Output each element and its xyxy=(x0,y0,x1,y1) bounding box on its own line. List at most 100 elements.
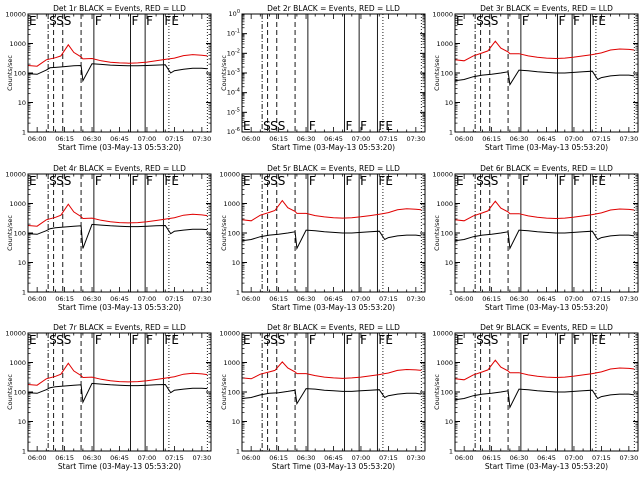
series-line-lld xyxy=(241,199,422,222)
y-axis-title: Counts/sec xyxy=(220,55,228,91)
y-tick-label: 10 xyxy=(445,99,453,107)
x-axis-title: Start Time (03-May-13 05:53:20) xyxy=(58,462,181,471)
x-tick-label: 07:30 xyxy=(192,295,211,303)
y-tick-label: 1 xyxy=(449,448,453,456)
panel-title: Det 3r BLACK = Events, RED = LLD xyxy=(480,4,613,13)
y-tick-label: 100 xyxy=(441,230,453,238)
y-tick-label: 1 xyxy=(236,289,240,297)
y-tick-label: 10 xyxy=(18,99,26,107)
marker-label: E xyxy=(243,119,251,133)
marker-label: S xyxy=(278,174,286,188)
x-tick-label: 06:00 xyxy=(242,454,261,462)
y-tick-label: 100 xyxy=(441,70,453,78)
x-tick-label: 06:45 xyxy=(537,454,556,462)
marker-label: F xyxy=(573,174,580,188)
marker-label: S xyxy=(270,174,278,188)
y-tick-label: 10-3 xyxy=(227,68,240,77)
marker-label: S xyxy=(263,119,271,133)
y-axis-title: Counts/sec xyxy=(6,55,14,91)
x-tick-label: 07:00 xyxy=(138,295,157,303)
panel-title: Det 1r BLACK = Events, RED = LLD xyxy=(53,4,186,13)
y-tick-label: 100 xyxy=(14,70,26,78)
marker-label: F xyxy=(164,333,171,347)
marker-label: F xyxy=(573,14,580,28)
marker-label: S xyxy=(64,333,72,347)
y-tick-label: 100 xyxy=(229,9,240,18)
marker-label: E xyxy=(456,14,464,28)
y-tick-label: 1000 xyxy=(436,359,453,367)
x-tick-label: 06:30 xyxy=(510,135,529,143)
marker-label: S xyxy=(491,14,499,28)
series-line-lld xyxy=(454,359,635,381)
y-tick-label: 1 xyxy=(22,448,26,456)
marker-label: S xyxy=(56,14,64,28)
series-line-events xyxy=(454,69,635,87)
marker-label: S xyxy=(64,14,72,28)
x-tick-label: 06:30 xyxy=(297,454,316,462)
y-tick-label: 100 xyxy=(441,389,453,397)
marker-label: F xyxy=(591,174,598,188)
x-axis-title: Start Time (03-May-13 05:53:20) xyxy=(272,462,395,471)
series-line-events xyxy=(454,388,635,410)
marker-label: S xyxy=(476,14,484,28)
marker-label: E xyxy=(456,174,464,188)
x-tick-label: 07:15 xyxy=(165,135,184,143)
y-tick-label: 1 xyxy=(236,448,240,456)
panel-title: Det 5r BLACK = Events, RED = LLD xyxy=(267,164,400,173)
x-tick-label: 06:30 xyxy=(83,135,102,143)
x-tick-label: 07:15 xyxy=(165,454,184,462)
x-tick-label: 07:15 xyxy=(165,295,184,303)
y-tick-label: 10 xyxy=(18,259,26,267)
marker-label: F xyxy=(131,333,138,347)
y-tick-label: 10-5 xyxy=(227,107,240,116)
marker-label: S xyxy=(270,119,278,133)
marker-label: S xyxy=(263,174,271,188)
marker-label: S xyxy=(49,174,57,188)
y-tick-label: 10000 xyxy=(5,171,26,179)
marker-label: F xyxy=(558,333,565,347)
y-tick-label: 10 xyxy=(445,259,453,267)
x-tick-label: 07:30 xyxy=(619,454,638,462)
y-tick-label: 10-1 xyxy=(227,29,240,38)
marker-label: F xyxy=(95,333,102,347)
x-tick-label: 07:15 xyxy=(592,454,611,462)
x-tick-label: 07:15 xyxy=(592,135,611,143)
x-tick-label: 06:45 xyxy=(110,135,129,143)
marker-label: E xyxy=(598,174,606,188)
x-axis-title: Start Time (03-May-13 05:53:20) xyxy=(58,143,181,152)
x-tick-label: 06:00 xyxy=(455,295,474,303)
series-line-lld xyxy=(27,362,208,386)
series-line-events xyxy=(241,229,422,251)
marker-label: E xyxy=(456,333,464,347)
x-tick-label: 06:45 xyxy=(324,295,343,303)
marker-label: S xyxy=(49,14,57,28)
y-tick-label: 1 xyxy=(22,129,26,137)
marker-label: F xyxy=(522,333,529,347)
x-axis-title: Start Time (03-May-13 05:53:20) xyxy=(58,303,181,312)
y-axis-title: Counts/sec xyxy=(6,215,14,251)
series-line-events xyxy=(27,382,208,405)
y-tick-label: 10 xyxy=(18,418,26,426)
y-axis-title: Counts/sec xyxy=(433,55,441,91)
marker-label: E xyxy=(385,333,393,347)
x-tick-label: 07:15 xyxy=(592,295,611,303)
panel-title: Det 7r BLACK = Events, RED = LLD xyxy=(53,323,186,332)
marker-label: E xyxy=(385,174,393,188)
x-tick-label: 06:00 xyxy=(242,295,261,303)
x-tick-label: 06:00 xyxy=(242,135,261,143)
marker-label: S xyxy=(476,333,484,347)
x-tick-label: 07:00 xyxy=(352,454,371,462)
marker-label: F xyxy=(378,333,385,347)
y-axis-title: Counts/sec xyxy=(220,374,228,410)
marker-label: F xyxy=(378,119,385,133)
marker-label: F xyxy=(591,14,598,28)
x-axis-title: Start Time (03-May-13 05:53:20) xyxy=(272,143,395,152)
x-tick-label: 06:00 xyxy=(28,295,47,303)
x-tick-label: 07:30 xyxy=(406,135,425,143)
y-axis-title: Counts/sec xyxy=(220,215,228,251)
